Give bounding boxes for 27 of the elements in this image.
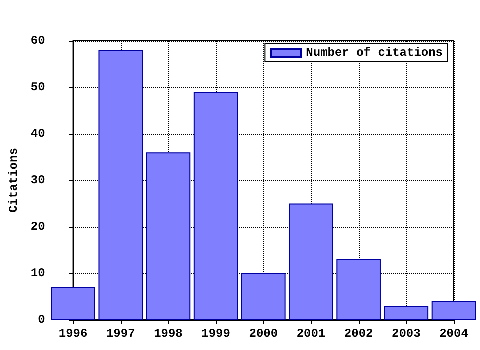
bar	[51, 287, 96, 320]
y-tick-label: 0	[38, 313, 46, 327]
y-tick-label: 30	[30, 174, 46, 188]
bar	[98, 50, 144, 320]
bar	[336, 260, 381, 320]
y-tick-label: 40	[30, 127, 46, 141]
y-tick-label: 60	[30, 34, 46, 48]
y-axis-title: Citations	[7, 148, 21, 213]
x-tick-label: 2002	[344, 327, 374, 341]
y-tick-label: 50	[30, 80, 46, 94]
x-tick-label: 2003	[392, 327, 421, 341]
bar	[241, 274, 286, 320]
bar	[289, 204, 334, 320]
x-tick-label: 2004	[440, 327, 468, 341]
x-tick-label: 1998	[154, 327, 183, 341]
bar	[432, 301, 476, 320]
y-tick-label: 20	[30, 220, 46, 234]
x-tick-label: 1996	[58, 327, 88, 341]
legend-label: Number of citations	[306, 46, 444, 60]
bar	[384, 306, 429, 320]
x-tick-label: 1997	[106, 327, 136, 341]
x-tick-label: 2001	[296, 327, 326, 341]
x-tick-label: 1999	[202, 327, 230, 341]
bar	[146, 152, 191, 320]
bar	[194, 92, 238, 320]
y-tick-label: 10	[30, 266, 46, 280]
x-tick-label: 2000	[249, 327, 278, 341]
